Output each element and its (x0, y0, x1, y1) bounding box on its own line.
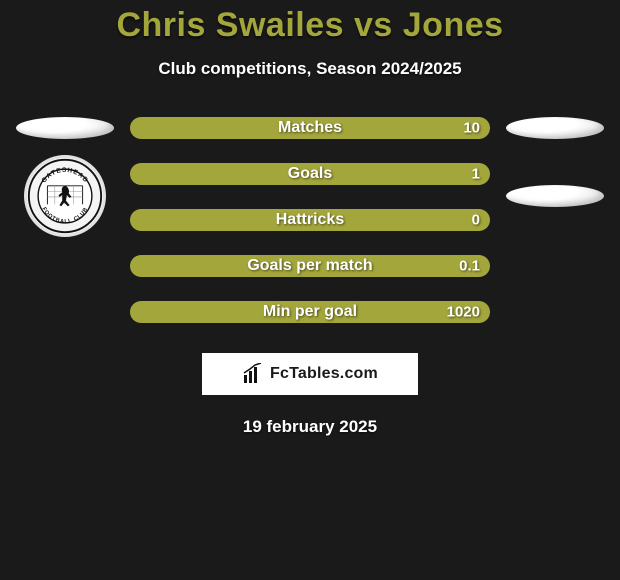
stat-value: 1020 (447, 304, 480, 321)
club-badge-right (506, 185, 604, 207)
stat-value: 0.1 (459, 258, 480, 275)
stat-label: Min per goal (263, 303, 357, 321)
player-photo-right (506, 117, 604, 139)
brand-text: FcTables.com (270, 365, 378, 383)
stat-bars: Matches 10 Goals 1 Hattricks 0 Goals per match… (120, 117, 500, 323)
page-title: Chris Swailes vs Jones (0, 0, 620, 45)
stat-label: Hattricks (276, 211, 344, 229)
stat-label: Goals (288, 165, 332, 183)
comparison-card: Chris Swailes vs Jones Club competitions… (0, 0, 620, 580)
stat-bar: Matches 10 (130, 117, 490, 139)
season-subtitle: Club competitions, Season 2024/2025 (0, 59, 620, 79)
stat-label: Matches (278, 119, 342, 137)
stat-bar: Min per goal 1020 (130, 301, 490, 323)
player-photo-left (16, 117, 114, 139)
stat-bar: Goals 1 (130, 163, 490, 185)
left-side: GATESHEAD FOOTBALL CLUB (10, 117, 120, 237)
content-row: GATESHEAD FOOTBALL CLUB (0, 117, 620, 323)
stat-bar: Goals per match 0.1 (130, 255, 490, 277)
club-crest-icon: GATESHEAD FOOTBALL CLUB (27, 155, 103, 237)
stat-value: 10 (463, 120, 480, 137)
right-side (500, 117, 610, 207)
club-badge-left: GATESHEAD FOOTBALL CLUB (24, 155, 106, 237)
stat-value: 1 (472, 166, 480, 183)
brand-badge[interactable]: FcTables.com (202, 353, 418, 395)
chart-icon (242, 363, 264, 385)
stat-value: 0 (472, 212, 480, 229)
stat-label: Goals per match (247, 257, 372, 275)
stat-bar: Hattricks 0 (130, 209, 490, 231)
date-label: 19 february 2025 (0, 417, 620, 437)
